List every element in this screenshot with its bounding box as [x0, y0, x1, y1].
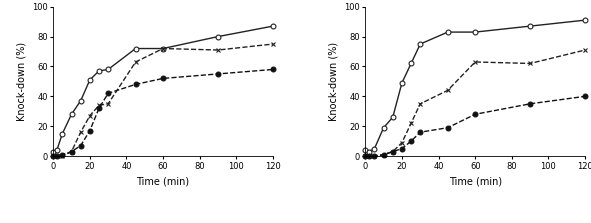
Y-axis label: Knock-down (%): Knock-down (%): [17, 42, 27, 121]
Y-axis label: Knock-down (%): Knock-down (%): [329, 42, 339, 121]
X-axis label: Time (min): Time (min): [449, 176, 502, 186]
X-axis label: Time (min): Time (min): [137, 176, 190, 186]
